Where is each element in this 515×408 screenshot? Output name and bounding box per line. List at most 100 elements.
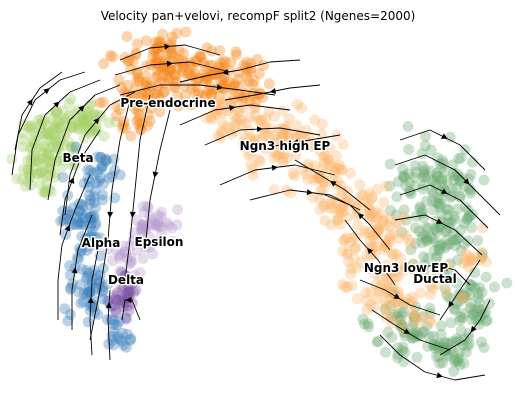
cell-point — [205, 89, 217, 101]
cell-point — [107, 51, 119, 63]
cell-point — [408, 171, 420, 183]
streamline-arrowhead — [436, 372, 443, 379]
cell-point — [437, 155, 449, 166]
cell-point — [83, 267, 95, 279]
cell-point — [310, 169, 322, 181]
cell-point — [115, 81, 127, 93]
cell-point — [449, 240, 461, 252]
cell-point — [178, 60, 190, 72]
cell-point — [418, 310, 430, 322]
cell-point — [61, 209, 73, 221]
cell-point — [434, 221, 446, 233]
cell-point — [384, 300, 396, 312]
cell-point — [341, 232, 353, 244]
cell-point — [83, 176, 95, 188]
cell-point — [82, 164, 94, 176]
cell-point — [417, 160, 429, 172]
cell-point — [271, 134, 282, 146]
cell-point — [314, 171, 326, 183]
cell-point — [111, 287, 123, 299]
cell-point — [110, 293, 122, 305]
cell-point — [468, 308, 480, 320]
streamline-arrowhead — [166, 60, 173, 67]
cell-point — [424, 289, 436, 300]
cell-point — [97, 194, 109, 206]
cell-point — [76, 263, 88, 275]
cell-point — [114, 169, 126, 181]
cell-point — [77, 114, 89, 126]
cell-point — [393, 217, 405, 229]
cell-point — [471, 314, 482, 326]
cell-point — [200, 76, 212, 88]
cell-point — [383, 220, 395, 232]
cell-point — [179, 80, 191, 92]
cell-point — [258, 130, 269, 142]
cell-point — [403, 168, 415, 180]
cell-point — [480, 271, 492, 283]
cell-point — [93, 175, 105, 187]
cell-point — [166, 47, 178, 59]
cell-point — [391, 191, 403, 203]
cell-point — [152, 210, 164, 222]
cell-point — [83, 113, 95, 125]
cell-point — [378, 214, 390, 226]
cell-point — [150, 219, 162, 231]
scatter-points-layer — [6, 26, 513, 377]
cell-point — [380, 269, 392, 281]
cell-point — [463, 210, 475, 222]
cell-point — [290, 142, 302, 154]
cell-point — [65, 282, 77, 293]
cell-point — [429, 224, 441, 236]
cell-point — [82, 172, 94, 184]
cell-point — [283, 130, 295, 142]
cell-point — [100, 154, 112, 166]
cell-point — [431, 351, 442, 363]
cell-point — [89, 307, 101, 319]
cell-point — [82, 110, 94, 122]
cell-point — [407, 327, 419, 339]
cell-point — [139, 80, 151, 92]
cell-point — [301, 168, 312, 180]
cell-point — [408, 312, 420, 324]
cell-point — [392, 311, 403, 323]
cell-point — [399, 262, 411, 274]
cell-point — [475, 336, 487, 348]
cell-point — [145, 217, 157, 229]
cell-point — [140, 35, 152, 47]
cell-point — [228, 77, 240, 89]
cell-point — [465, 222, 477, 234]
cell-point — [456, 312, 468, 324]
cell-point — [483, 297, 495, 309]
cell-point — [405, 244, 417, 256]
cell-point — [424, 331, 435, 343]
cell-point — [38, 140, 50, 152]
cell-point — [287, 167, 299, 179]
cell-point — [185, 99, 197, 111]
cluster-label-beta: Beta — [62, 151, 93, 165]
cell-point — [29, 144, 41, 155]
cluster-label-ngn3-low-ep: Ngn3 low EP — [364, 261, 449, 275]
cell-point — [117, 327, 128, 339]
cell-point — [83, 189, 95, 201]
cell-point — [437, 157, 449, 169]
cell-point — [440, 286, 452, 298]
cell-point — [140, 224, 152, 236]
cell-point — [173, 45, 185, 57]
cell-point — [165, 39, 177, 51]
streamline-arrowhead — [329, 181, 337, 187]
cell-point — [248, 134, 260, 146]
cell-point — [59, 139, 71, 151]
cell-point — [448, 174, 460, 186]
cell-point — [350, 203, 361, 215]
velocity-streamline — [124, 94, 151, 281]
cell-point — [61, 213, 72, 225]
cell-point — [268, 146, 280, 158]
cell-point — [458, 288, 470, 300]
cell-point — [365, 286, 377, 297]
cell-point — [66, 209, 78, 221]
cell-point — [316, 128, 328, 140]
cell-point — [436, 208, 448, 220]
cell-point — [72, 211, 84, 223]
cell-point — [250, 96, 262, 108]
cell-point — [89, 122, 101, 134]
